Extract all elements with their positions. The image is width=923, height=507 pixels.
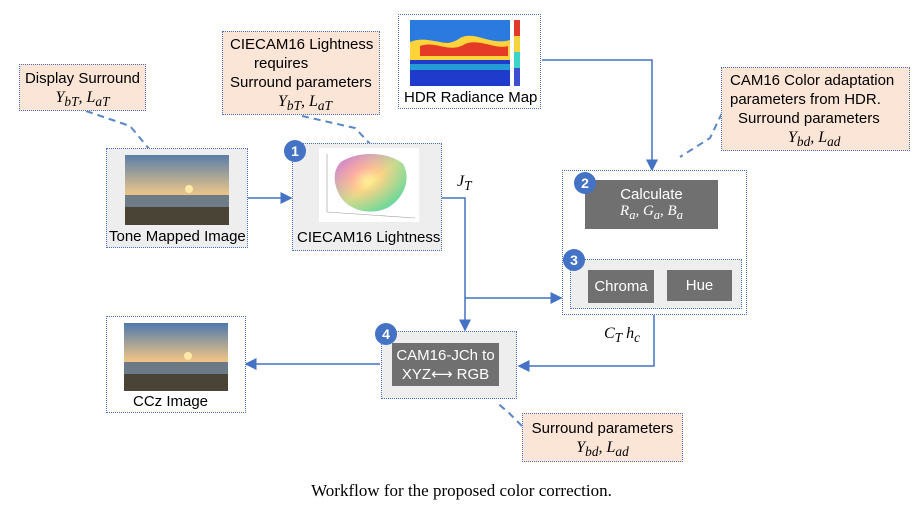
ccz-label: CCz Image [133, 393, 209, 410]
dash-surround-bottom [495, 401, 523, 427]
note-cam16-adaptation: CAM16 Color adaptation parameters from H… [721, 67, 910, 151]
step-badge-2: 2 [574, 172, 596, 194]
math-ybd-lad-2: Ybd, Lad [576, 439, 629, 460]
calculate-box: Calculate Ra, Ga, Ba [585, 180, 718, 229]
signal-ct-hc: CT hc [604, 325, 641, 346]
ccz-image-box: CCz Image [106, 316, 246, 413]
math-ra-ga-ba: Ra, Ga, Ba [620, 203, 683, 222]
note-display-surround: Display Surround YbT, LaT [19, 64, 146, 111]
step-badge-1: 1 [284, 140, 306, 162]
dash-display-surround [85, 110, 151, 151]
arrow-jt-to-cam16 [442, 197, 471, 332]
cam16-jch-inner: CAM16-JCh to XYZ⟷ RGB [392, 343, 499, 386]
math-ybd-lad: Ybd, Lad [788, 129, 841, 150]
tone-mapped-photo [125, 155, 229, 225]
hdr-radiance-map-box: HDR Radiance Map [398, 14, 541, 109]
step-badge-3: 3 [563, 249, 585, 271]
figure-caption: Workflow for the proposed color correcti… [311, 481, 612, 500]
note-ciecam-requirements: CIECAM16 Lightness requires Surround par… [222, 31, 380, 115]
arrow-cthc-to-cam16 [517, 315, 655, 372]
color-gamut-image [319, 148, 419, 222]
math-ybt-lat-2: YbT, LaT [278, 93, 332, 114]
dash-cam16-adaptation [679, 112, 723, 158]
signal-jt: JT [457, 173, 472, 194]
note-surround-bottom: Surround parameters Ybd, Lad [522, 413, 683, 462]
hdr-map-label: HDR Radiance Map [404, 89, 538, 106]
hue-box: Hue [667, 270, 732, 301]
ciecam16-lightness-box: CIECAM16 Lightness [292, 143, 442, 251]
dash-ciecam-req [301, 115, 373, 147]
step-badge-4: 4 [375, 323, 397, 345]
tone-mapped-label: Tone Mapped Image [109, 228, 246, 245]
tone-mapped-image-box: Tone Mapped Image [106, 148, 248, 248]
ccz-photo [124, 323, 228, 391]
chroma-box: Chroma [588, 270, 654, 303]
hdr-heatmap-image [410, 20, 520, 86]
arrow-hdr-to-calculate [542, 59, 658, 172]
ciecam-lightness-label: CIECAM16 Lightness [297, 229, 441, 246]
math-ybt-lat: YbT, LaT [55, 89, 110, 110]
